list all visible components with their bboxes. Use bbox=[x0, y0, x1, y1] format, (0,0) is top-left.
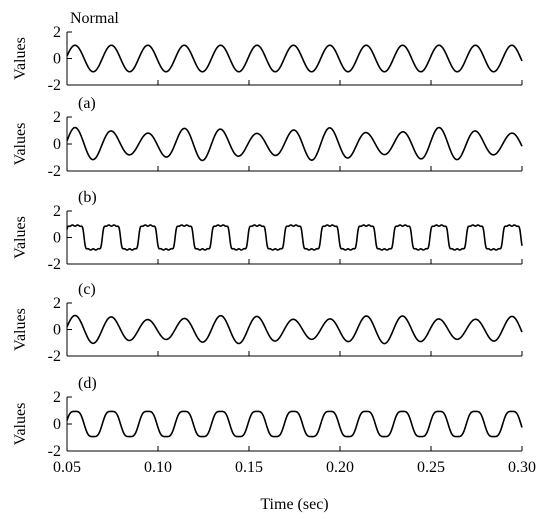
y-tick-label: 2 bbox=[53, 24, 61, 41]
panel-3: 2 0 -2 Values (c) bbox=[12, 281, 523, 365]
panel-2: 2 0 -2 Values (b) bbox=[12, 189, 523, 273]
panel-4: 2 0 -2 Values (d) 0.05 0.10 0.15 0.20 0.25 0.30 Tim… bbox=[12, 375, 536, 513]
y-tick-label: -2 bbox=[48, 256, 61, 273]
y-tick-label: 0 bbox=[53, 416, 61, 433]
x-tick-label: 0.20 bbox=[326, 459, 354, 476]
y-tick-label: -2 bbox=[48, 348, 61, 365]
y-tick-label: -2 bbox=[48, 163, 61, 180]
panel-1: 2 0 -2 Values (a) bbox=[12, 95, 523, 180]
y-tick-label: 0 bbox=[53, 230, 61, 247]
y-tick-label: 0 bbox=[53, 322, 61, 339]
panel-label: (d) bbox=[78, 375, 97, 392]
series-line bbox=[66, 314, 523, 345]
panel-label: (b) bbox=[78, 189, 97, 206]
y-tick-label: 2 bbox=[53, 389, 61, 406]
y-tick-label: 0 bbox=[53, 51, 61, 68]
series-line bbox=[66, 126, 523, 162]
panel-label: (a) bbox=[78, 95, 96, 112]
x-tick-label: 0.05 bbox=[53, 459, 81, 476]
x-axis-label: Time (sec) bbox=[260, 496, 328, 513]
panel-label: Normal bbox=[70, 10, 119, 27]
series-line bbox=[66, 44, 523, 73]
y-axis-label: Values bbox=[12, 403, 29, 446]
y-tick-label: 2 bbox=[53, 203, 61, 220]
x-tick-label: 0.25 bbox=[417, 459, 445, 476]
y-tick-label: 2 bbox=[53, 295, 61, 312]
panel-0: 2 0 -2 Values Normal bbox=[12, 10, 523, 94]
y-tick-label: 2 bbox=[53, 109, 61, 126]
x-tick-label: 0.10 bbox=[144, 459, 172, 476]
x-tick-label: 0.15 bbox=[235, 459, 263, 476]
y-axis-label: Values bbox=[12, 123, 29, 166]
y-axis-label: Values bbox=[12, 308, 29, 351]
y-axis-label: Values bbox=[12, 37, 29, 80]
panels-group: 2 0 -2 Values Normal 2 0 -2 Values (a) 2 0 -2 Values (… bbox=[12, 10, 536, 513]
x-tick-label: 0.30 bbox=[508, 459, 536, 476]
y-tick-label: -2 bbox=[48, 77, 61, 94]
y-axis-label: Values bbox=[12, 216, 29, 259]
panel-label: (c) bbox=[78, 281, 96, 298]
series-line bbox=[66, 410, 523, 438]
y-tick-label: -2 bbox=[48, 443, 61, 460]
y-tick-label: 0 bbox=[53, 136, 61, 153]
series-line bbox=[66, 224, 523, 251]
